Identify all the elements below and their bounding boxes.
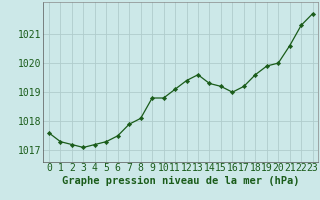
X-axis label: Graphe pression niveau de la mer (hPa): Graphe pression niveau de la mer (hPa) — [62, 176, 300, 186]
